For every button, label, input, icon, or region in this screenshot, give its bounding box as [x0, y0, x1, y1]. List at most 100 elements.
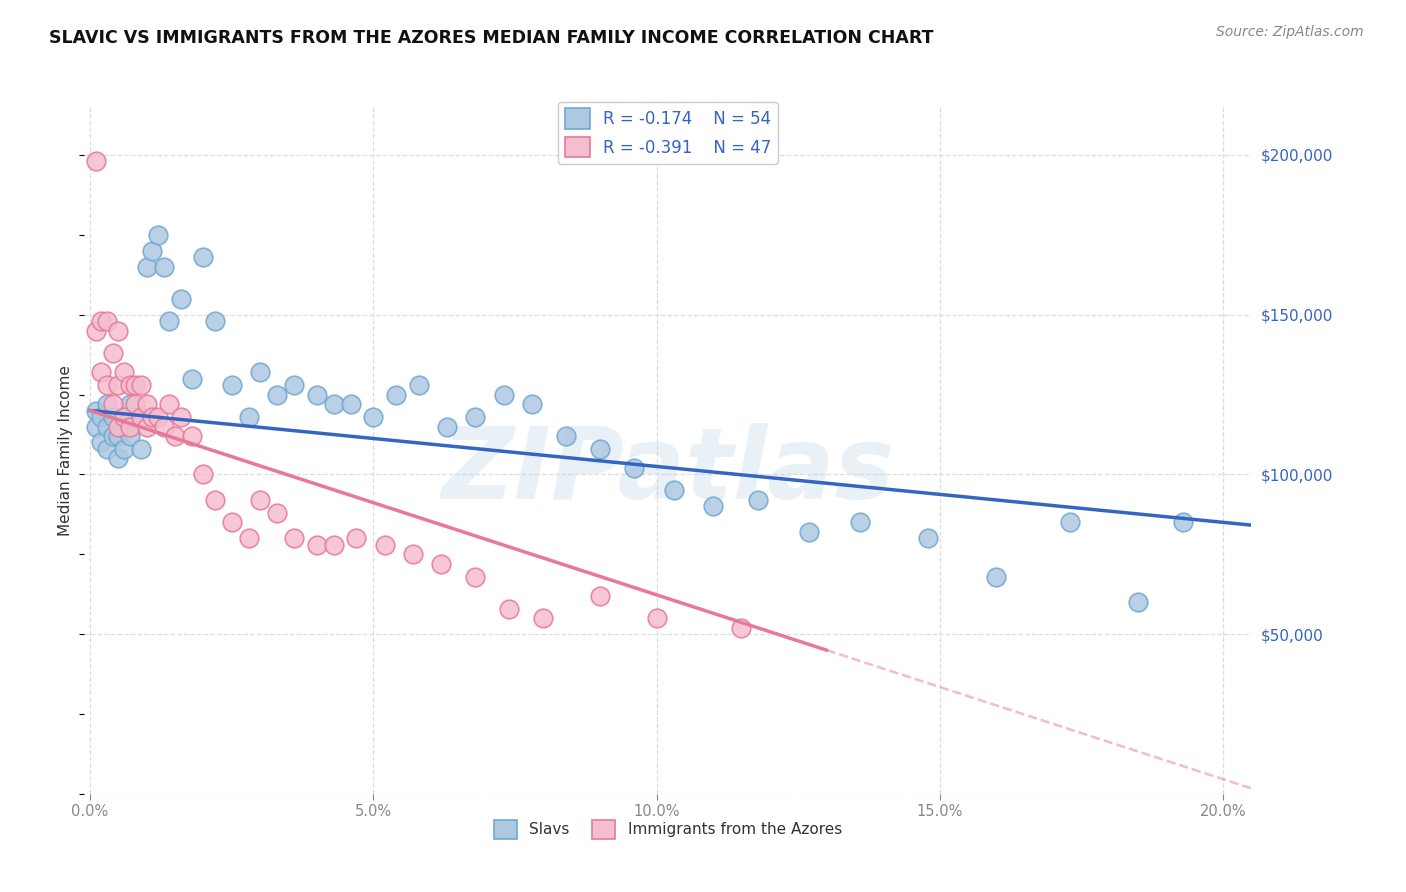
Point [249, 365, 271, 379]
Point [464, 569, 486, 583]
Point [157, 397, 180, 411]
Point [181, 429, 204, 443]
Point [730, 621, 752, 635]
Point [141, 409, 163, 424]
Point [322, 397, 344, 411]
Point [101, 346, 124, 360]
Point [554, 429, 576, 443]
Point [238, 531, 260, 545]
Point [163, 429, 186, 443]
Point [157, 314, 180, 328]
Point [204, 314, 226, 328]
Point [193, 250, 215, 264]
Point [986, 569, 1008, 583]
Point [498, 601, 520, 615]
Point [589, 589, 612, 603]
Point [204, 493, 226, 508]
Point [339, 397, 361, 411]
Point [107, 419, 129, 434]
Point [101, 429, 124, 443]
Point [283, 378, 305, 392]
Point [112, 419, 135, 434]
Point [129, 378, 152, 392]
Point [221, 516, 243, 530]
Point [305, 538, 328, 552]
Point [129, 409, 152, 424]
Point [266, 387, 288, 401]
Point [702, 500, 724, 514]
Point [90, 314, 112, 328]
Point [107, 378, 129, 392]
Point [84, 403, 107, 417]
Point [112, 365, 135, 379]
Point [662, 483, 685, 498]
Point [623, 461, 645, 475]
Point [84, 324, 107, 338]
Point [531, 611, 554, 625]
Point [101, 397, 124, 411]
Point [107, 324, 129, 338]
Point [249, 493, 271, 508]
Point [135, 419, 157, 434]
Point [107, 451, 129, 466]
Point [124, 378, 146, 392]
Point [169, 292, 191, 306]
Point [344, 531, 367, 545]
Y-axis label: Median Family Income: Median Family Income [58, 365, 73, 536]
Point [124, 409, 146, 424]
Point [96, 419, 118, 434]
Point [129, 442, 152, 456]
Point [112, 442, 135, 456]
Point [118, 419, 141, 434]
Point [1126, 595, 1149, 609]
Point [322, 538, 344, 552]
Point [266, 506, 288, 520]
Point [464, 409, 486, 424]
Point [96, 442, 118, 456]
Point [107, 429, 129, 443]
Point [492, 387, 515, 401]
Point [747, 493, 769, 508]
Point [96, 397, 118, 411]
Point [101, 409, 124, 424]
Point [96, 378, 118, 392]
Point [90, 365, 112, 379]
Point [589, 442, 612, 456]
Point [221, 378, 243, 392]
Point [135, 397, 157, 411]
Point [169, 409, 191, 424]
Text: SLAVIC VS IMMIGRANTS FROM THE AZORES MEDIAN FAMILY INCOME CORRELATION CHART: SLAVIC VS IMMIGRANTS FROM THE AZORES MED… [49, 29, 934, 46]
Point [141, 244, 163, 258]
Point [283, 531, 305, 545]
Point [402, 547, 425, 561]
Point [430, 557, 453, 571]
Point [917, 531, 939, 545]
Point [799, 524, 821, 539]
Point [112, 409, 135, 424]
Point [96, 314, 118, 328]
Point [118, 429, 141, 443]
Point [849, 516, 872, 530]
Point [118, 397, 141, 411]
Point [193, 467, 215, 482]
Point [152, 419, 174, 434]
Point [305, 387, 328, 401]
Point [1173, 516, 1195, 530]
Point [408, 378, 430, 392]
Point [135, 260, 157, 274]
Text: Source: ZipAtlas.com: Source: ZipAtlas.com [1216, 25, 1364, 39]
Point [238, 409, 260, 424]
Point [436, 419, 458, 434]
Point [146, 409, 169, 424]
Point [84, 419, 107, 434]
Point [124, 397, 146, 411]
Point [118, 378, 141, 392]
Point [385, 387, 408, 401]
Point [90, 409, 112, 424]
Text: ZIPatlas: ZIPatlas [441, 423, 894, 519]
Point [152, 260, 174, 274]
Point [645, 611, 668, 625]
Point [520, 397, 543, 411]
Point [181, 371, 204, 385]
Point [361, 409, 384, 424]
